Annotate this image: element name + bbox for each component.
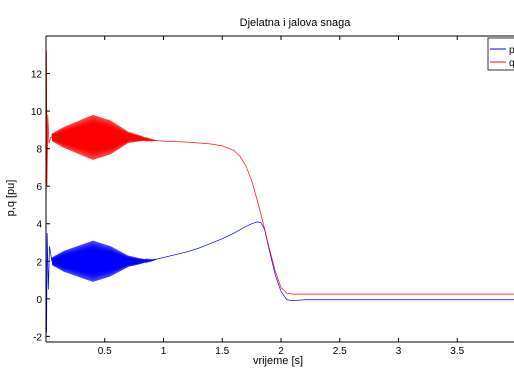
x-tick-label: 1 (161, 346, 167, 357)
y-tick-label: 2 (36, 257, 42, 268)
x-tick-label: 2 (278, 346, 284, 357)
y-tick-label: -2 (33, 332, 42, 343)
series-line-q (46, 51, 514, 299)
x-axis-label: vrijeme [s] (253, 355, 303, 367)
y-tick-label: 10 (31, 107, 43, 118)
x-tick-label: 0.5 (98, 346, 112, 357)
y-tick-label: 12 (31, 70, 43, 81)
x-tick-label: 1.5 (215, 346, 229, 357)
x-tick-label: 3.5 (450, 346, 464, 357)
series-layer (46, 51, 514, 333)
legend: pq (487, 37, 514, 71)
legend-label-p: p (509, 45, 514, 56)
legend-label-q: q (509, 58, 514, 69)
chart-title: Djelatna i jalova snaga (240, 17, 352, 29)
y-axis-label: p,q [pu] (5, 180, 17, 217)
x-tick-label: 3 (396, 346, 402, 357)
axes: 0.5 1 1.5 2 2.5 3 3.5 -2 0 2 4 6 8 10 12 (31, 35, 514, 357)
y-tick-label: 4 (36, 220, 42, 231)
x-tick-label: 2.5 (333, 346, 347, 357)
y-tick-label: 0 (36, 295, 42, 306)
y-tick-label: 8 (36, 145, 42, 156)
y-tick-label: 6 (36, 182, 42, 193)
legend-box (487, 37, 514, 71)
series-line-p (46, 221, 514, 333)
